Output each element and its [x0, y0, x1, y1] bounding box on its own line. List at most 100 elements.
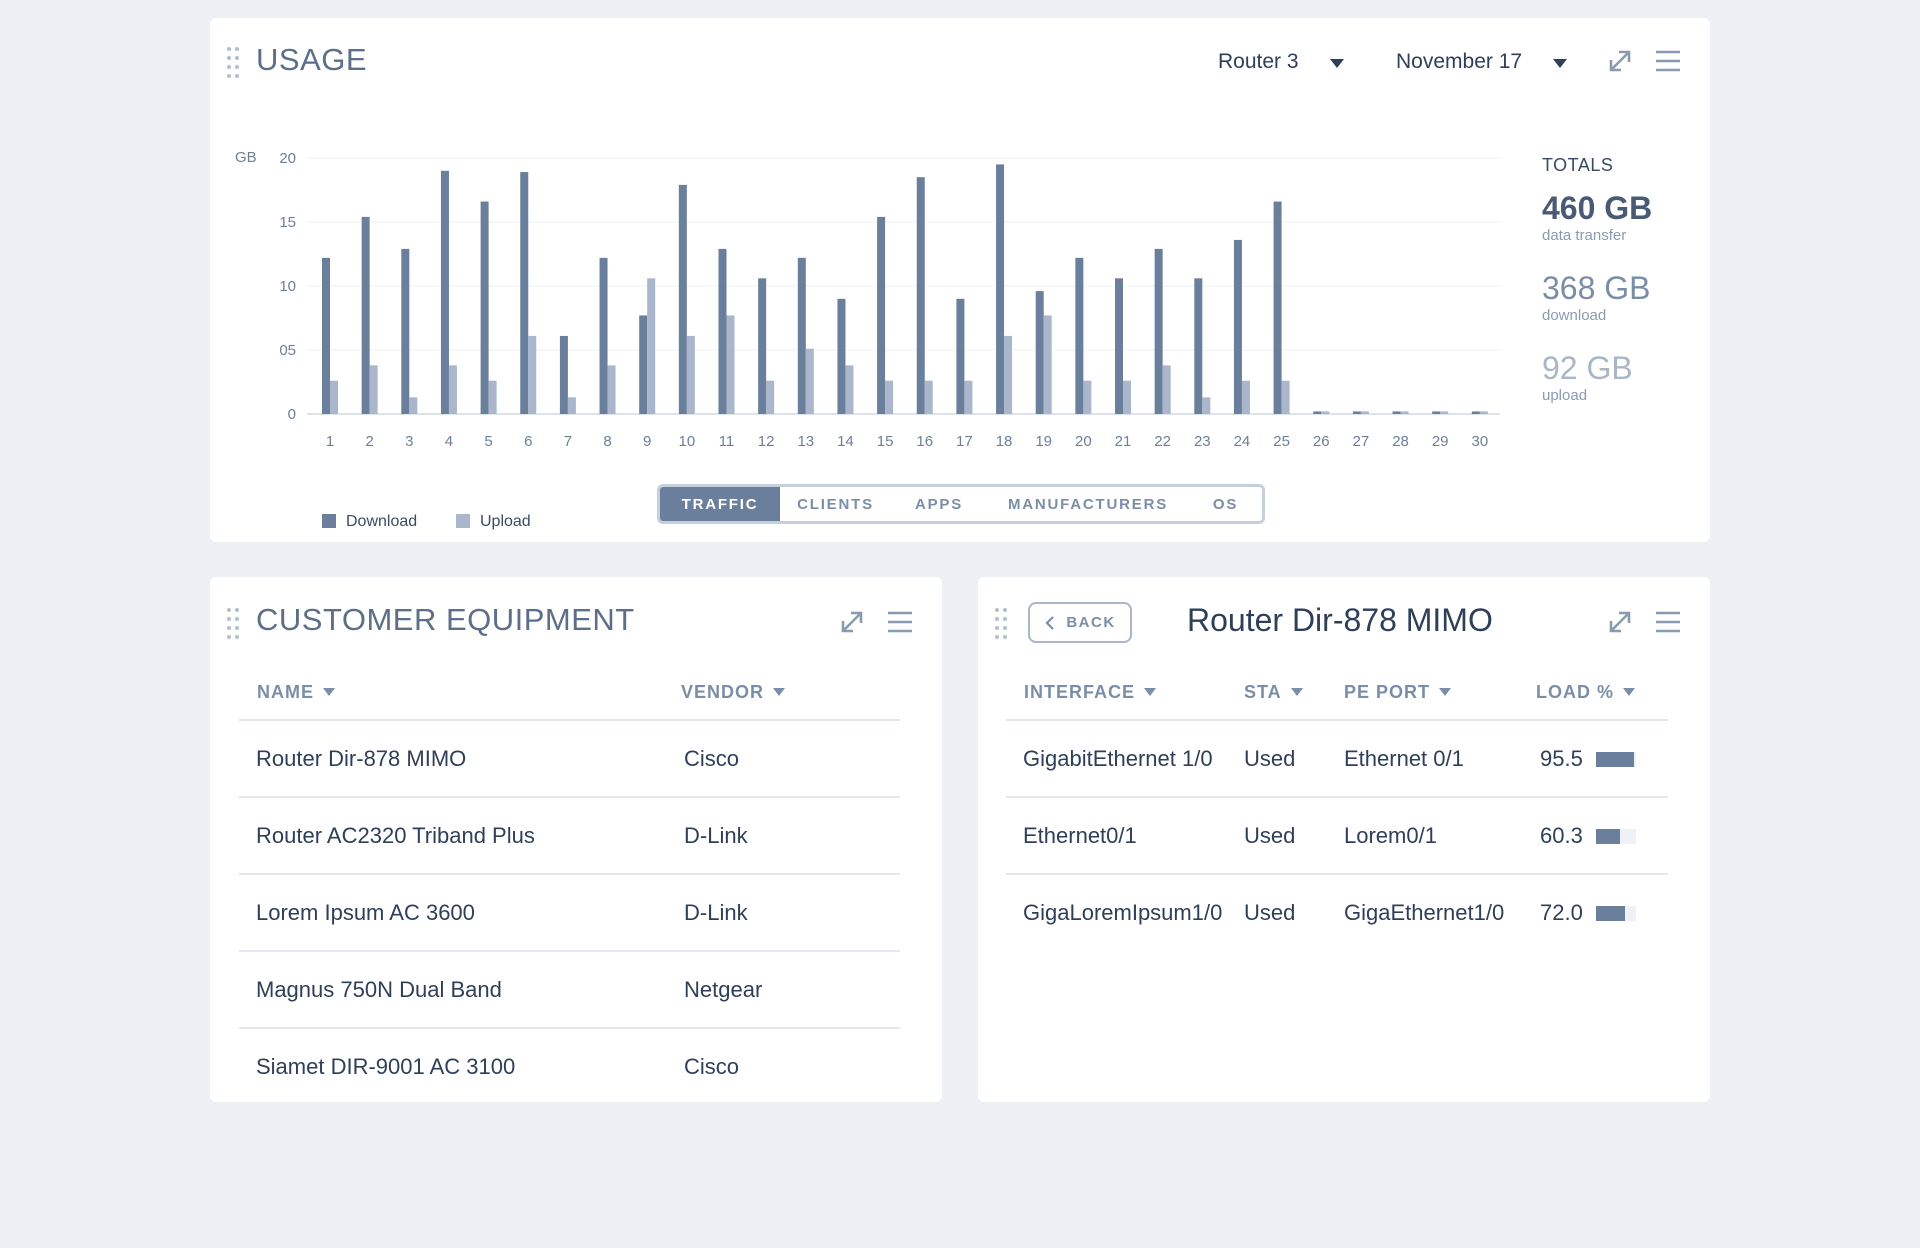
bar-upload[interactable] — [607, 365, 616, 414]
bar-upload[interactable] — [488, 380, 497, 414]
bar-upload[interactable] — [567, 397, 576, 414]
bar-upload[interactable] — [1202, 397, 1211, 414]
table-row[interactable]: GigabitEthernet 1/0 Used Ethernet 0/1 95… — [1006, 720, 1668, 798]
expand-icon[interactable] — [1605, 607, 1635, 637]
bar-upload[interactable] — [1043, 315, 1052, 414]
bar-download[interactable] — [599, 257, 608, 414]
bar-download[interactable] — [1471, 411, 1480, 414]
usage-tabs: TRAFFIC CLIENTS APPS MANUFACTURERS OS — [657, 484, 1265, 524]
bar-download[interactable] — [877, 216, 886, 414]
bar-download[interactable] — [996, 164, 1005, 414]
bar-download[interactable] — [837, 298, 846, 414]
bar-download[interactable] — [639, 315, 648, 414]
bar-download[interactable] — [1273, 201, 1282, 414]
expand-icon[interactable] — [1605, 46, 1635, 76]
bar-upload[interactable] — [964, 380, 973, 414]
bar-upload[interactable] — [448, 365, 457, 414]
date-dropdown-value: November 17 — [1396, 50, 1523, 73]
bar-upload[interactable] — [1162, 365, 1171, 414]
bar-upload[interactable] — [528, 335, 537, 414]
bar-upload[interactable] — [1360, 411, 1369, 414]
bar-upload[interactable] — [647, 278, 656, 414]
bar-download[interactable] — [1313, 411, 1322, 414]
table-row[interactable]: Ethernet0/1 Used Lorem0/1 60.3 — [1006, 797, 1668, 875]
bar-upload[interactable] — [686, 335, 695, 414]
back-button[interactable]: BACK — [1028, 602, 1132, 643]
bar-upload[interactable] — [409, 397, 418, 414]
x-tick-label: 15 — [877, 433, 894, 450]
bar-download[interactable] — [1352, 411, 1361, 414]
bar-upload[interactable] — [1241, 380, 1250, 414]
column-header-status[interactable]: STA — [1244, 665, 1344, 721]
tab-clients[interactable]: CLIENTS — [797, 495, 874, 513]
table-row[interactable]: Router AC2320 Triband Plus D-Link — [239, 797, 900, 875]
menu-icon[interactable] — [1653, 607, 1683, 637]
bar-download[interactable] — [1035, 291, 1044, 414]
table-row[interactable]: GigaLoremIpsum1/0 Used GigaEthernet1/0 7… — [1006, 874, 1668, 951]
caret-down-icon[interactable] — [1553, 59, 1567, 68]
bar-download[interactable] — [1233, 239, 1242, 414]
bar-download[interactable] — [718, 248, 727, 414]
bar-download[interactable] — [361, 216, 370, 414]
bar-upload[interactable] — [1281, 380, 1290, 414]
bar-download[interactable] — [758, 278, 767, 414]
bar-download[interactable] — [797, 257, 806, 414]
bar-upload[interactable] — [885, 380, 894, 414]
bar-upload[interactable] — [845, 365, 854, 414]
caret-down-icon[interactable] — [1330, 59, 1344, 68]
drag-handle-icon[interactable] — [227, 47, 241, 78]
bar-upload[interactable] — [1400, 411, 1409, 414]
table-row[interactable]: Magnus 750N Dual Band Netgear — [239, 951, 900, 1029]
bar-download[interactable] — [916, 177, 925, 414]
bar-upload[interactable] — [924, 380, 933, 414]
bar-download[interactable] — [520, 172, 529, 414]
column-header-load[interactable]: LOAD % — [1536, 665, 1668, 721]
router-dropdown[interactable]: Router 3 — [1218, 50, 1299, 74]
table-row[interactable]: Router Dir-878 MIMO Cisco — [239, 720, 900, 798]
column-header-pe-port[interactable]: PE PORT — [1344, 665, 1536, 721]
bar-upload[interactable] — [1083, 380, 1092, 414]
bar-upload[interactable] — [1123, 380, 1131, 414]
bar-upload[interactable] — [1321, 411, 1330, 414]
bar-upload[interactable] — [1004, 335, 1013, 414]
bar-upload[interactable] — [1479, 411, 1488, 414]
menu-icon[interactable] — [1653, 46, 1683, 76]
bar-download[interactable] — [1075, 257, 1084, 414]
tab-apps[interactable]: APPS — [914, 495, 964, 513]
bar-download[interactable] — [956, 298, 965, 414]
bar-download[interactable] — [1194, 278, 1203, 414]
table-row[interactable]: Lorem Ipsum AC 3600 D-Link — [239, 874, 900, 952]
table-row[interactable]: Siamet DIR-9001 AC 3100 Cisco — [239, 1028, 900, 1105]
bar-upload[interactable] — [805, 348, 814, 414]
bar-download[interactable] — [1115, 278, 1123, 414]
bar-download[interactable] — [480, 201, 489, 414]
menu-icon[interactable] — [885, 607, 915, 637]
bar-upload[interactable] — [1440, 411, 1449, 414]
tab-manufacturers[interactable]: MANUFACTURERS — [1007, 495, 1169, 513]
bar-upload[interactable] — [369, 365, 378, 414]
x-tick-label: 7 — [564, 433, 572, 450]
bar-download[interactable] — [401, 248, 410, 414]
bar-upload[interactable] — [330, 380, 338, 414]
equipment-table: NAME VENDOR Router Dir-878 MIMO Cisco Ro… — [239, 665, 900, 1105]
bar-upload[interactable] — [726, 315, 735, 414]
bar-download[interactable] — [1392, 411, 1401, 414]
tab-traffic[interactable]: TRAFFIC — [660, 487, 780, 521]
bar-download[interactable] — [322, 257, 330, 414]
bar-download[interactable] — [678, 184, 687, 414]
bar-download[interactable] — [1432, 411, 1441, 414]
column-header-name[interactable]: NAME — [239, 665, 681, 721]
drag-handle-icon[interactable] — [995, 608, 1009, 639]
bar-upload[interactable] — [766, 380, 775, 414]
column-header-vendor[interactable]: VENDOR — [681, 665, 900, 721]
drag-handle-icon[interactable] — [227, 608, 241, 639]
expand-icon[interactable] — [837, 607, 867, 637]
interface-load: 72.0 — [1536, 874, 1668, 951]
bar-download[interactable] — [1154, 248, 1163, 414]
bar-download[interactable] — [440, 170, 449, 414]
column-header-interface[interactable]: INTERFACE — [1006, 665, 1244, 721]
tab-os[interactable]: OS — [1212, 495, 1239, 513]
sort-caret-icon — [1439, 687, 1452, 696]
bar-download[interactable] — [559, 335, 568, 414]
date-dropdown[interactable]: November 17 — [1396, 50, 1522, 74]
